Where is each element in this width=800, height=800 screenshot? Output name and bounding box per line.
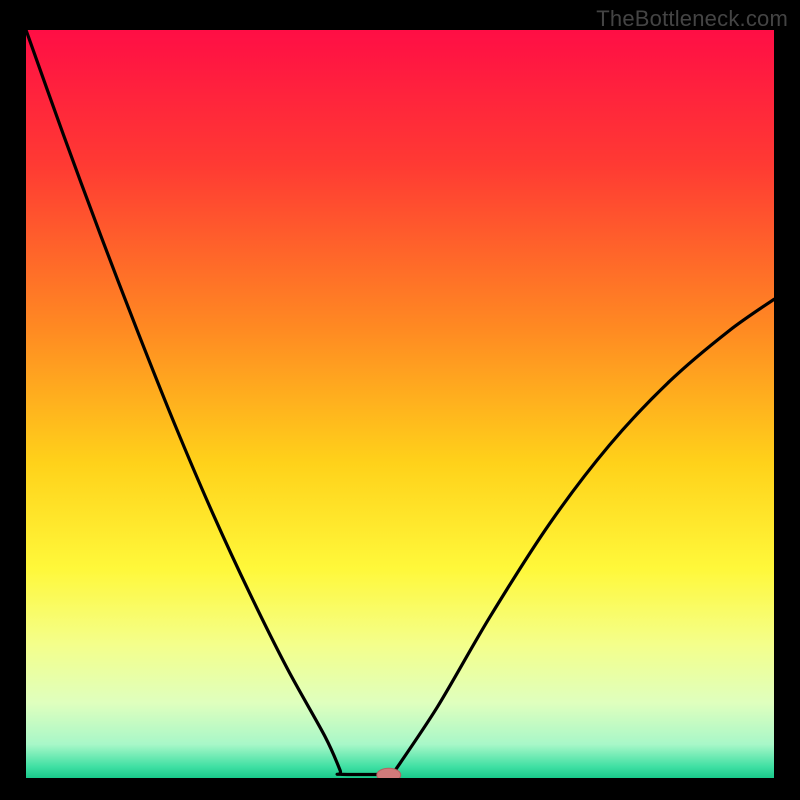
bottleneck-chart	[26, 30, 774, 778]
watermark-text: TheBottleneck.com	[596, 6, 788, 32]
optimal-point-marker	[377, 768, 401, 778]
chart-container: TheBottleneck.com	[0, 0, 800, 800]
gradient-background	[26, 30, 774, 778]
